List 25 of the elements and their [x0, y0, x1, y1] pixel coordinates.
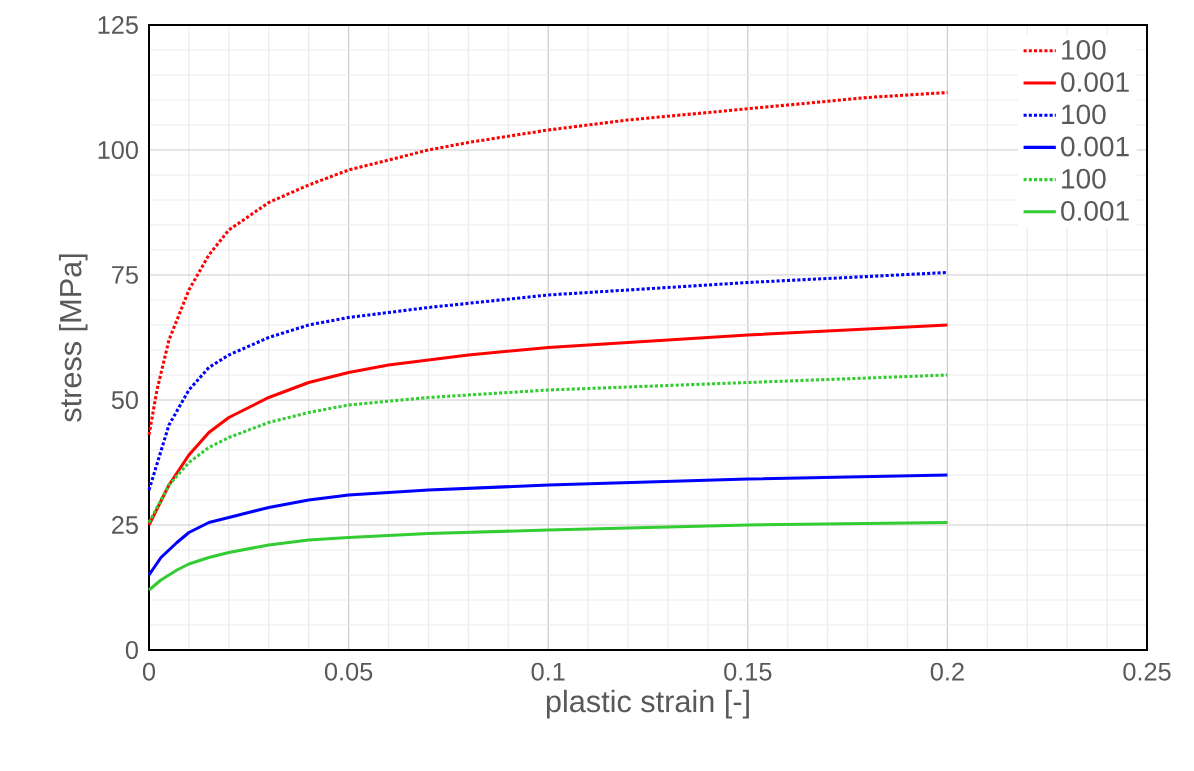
- y-tick-label: 50: [111, 391, 138, 409]
- y-axis-title: stress [MPa]: [58, 254, 88, 422]
- x-axis-title: plastic strain [-]: [546, 689, 749, 719]
- x-tick-label: 0.05: [324, 662, 373, 681]
- legend-label: 0.001: [1061, 136, 1129, 157]
- line-series: [147, 373, 949, 525]
- line-series: [147, 270, 949, 492]
- y-tick-label: 75: [112, 266, 138, 284]
- x-tick-label: 0.2: [930, 662, 964, 681]
- legend-label: 0.001: [1061, 72, 1129, 93]
- legend-label: 0.001: [1061, 201, 1129, 221]
- line-series: [147, 473, 949, 577]
- x-tick-label: 0.1: [531, 662, 565, 681]
- line-series: [147, 520, 949, 592]
- legend-label: 100: [1062, 104, 1106, 125]
- x-tick-label: 0: [142, 662, 156, 681]
- line-series: [147, 323, 949, 527]
- y-tick-label: 0: [125, 641, 138, 659]
- legend-label: 100: [1062, 39, 1106, 60]
- y-tick-label: 100: [98, 141, 138, 159]
- legend-label: 100: [1062, 168, 1106, 189]
- x-tick-label: 0.15: [724, 662, 772, 681]
- y-tick-label: 125: [98, 16, 138, 34]
- x-tick-label: 0.25: [1123, 662, 1171, 681]
- y-tick-label: 25: [112, 516, 138, 534]
